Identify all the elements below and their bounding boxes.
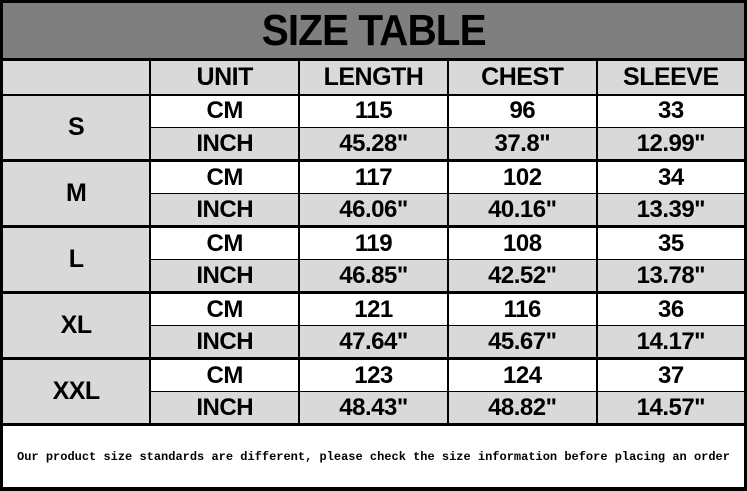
- value-l-cm-length: 119: [298, 225, 449, 260]
- value-xxl-inch-sleeve: 14.57": [595, 391, 747, 426]
- unit-label-cm: CM: [149, 291, 301, 326]
- unit-label-inch: INCH: [149, 127, 301, 162]
- value-xl-inch-length: 47.64": [298, 325, 449, 360]
- value-s-inch-length: 45.28": [298, 127, 449, 162]
- value-m-cm-length: 117: [298, 159, 449, 194]
- size-label-m: M: [0, 159, 152, 228]
- column-header-length: LENGTH: [298, 58, 449, 96]
- row-l-inch: INCH 46.85" 42.52" 13.78": [2, 259, 747, 294]
- value-m-inch-sleeve: 13.39": [595, 193, 747, 228]
- row-xl-cm: XL CM 121 116 36: [0, 291, 747, 360]
- size-table-body: S CM 115 96 33 INCH 45.28" 37.8" 12.99" M CM 117 102…: [0, 93, 747, 426]
- value-xxl-cm-sleeve: 37: [595, 357, 747, 392]
- size-label-s: S: [0, 93, 152, 162]
- column-header-unit: UNIT: [149, 58, 301, 96]
- value-xl-cm-length: 121: [298, 291, 449, 326]
- page-title: SIZE TABLE: [261, 5, 487, 55]
- unit-label-cm: CM: [149, 357, 301, 392]
- value-s-inch-sleeve: 12.99": [595, 127, 747, 162]
- size-label-l: L: [0, 225, 152, 294]
- value-xxl-cm-length: 123: [298, 357, 449, 392]
- footer-note: Our product size standards are different…: [0, 426, 747, 491]
- value-xl-cm-chest: 116: [446, 291, 598, 326]
- value-s-cm-length: 115: [298, 93, 449, 128]
- value-l-cm-chest: 108: [446, 225, 598, 260]
- value-xl-cm-sleeve: 36: [595, 291, 747, 326]
- value-l-inch-sleeve: 13.78": [595, 259, 747, 294]
- unit-label-inch: INCH: [149, 259, 301, 294]
- column-header-sleeve: SLEEVE: [595, 58, 747, 96]
- value-xxl-inch-chest: 48.82": [446, 391, 598, 426]
- value-s-cm-chest: 96: [446, 93, 598, 128]
- column-header-chest: CHEST: [446, 58, 598, 96]
- unit-label-cm: CM: [149, 93, 301, 128]
- diagonal-corner-cell: [0, 58, 152, 96]
- value-m-cm-sleeve: 34: [595, 159, 747, 194]
- value-l-inch-chest: 42.52": [446, 259, 598, 294]
- row-xxl-inch: INCH 48.43" 48.82" 14.57": [2, 391, 747, 426]
- value-xl-inch-sleeve: 14.17": [595, 325, 747, 360]
- row-xl-inch: INCH 47.64" 45.67" 14.17": [2, 325, 747, 360]
- unit-label-cm: CM: [149, 159, 301, 194]
- size-table: UNIT LENGTH CHEST SLEEVE S CM 115 96 33 INCH 4…: [0, 58, 747, 426]
- row-l-cm: L CM 119 108 35: [0, 225, 747, 294]
- row-xxl-cm: XXL CM 123 124 37: [0, 357, 747, 426]
- unit-label-cm: CM: [149, 225, 301, 260]
- value-s-cm-sleeve: 33: [595, 93, 747, 128]
- unit-label-inch: INCH: [149, 325, 301, 360]
- value-xl-inch-chest: 45.67": [446, 325, 598, 360]
- size-label-xxl: XXL: [0, 357, 152, 426]
- unit-label-inch: INCH: [149, 391, 301, 426]
- value-l-inch-length: 46.85": [298, 259, 449, 294]
- value-m-inch-length: 46.06": [298, 193, 449, 228]
- value-xxl-inch-length: 48.43": [298, 391, 449, 426]
- unit-label-inch: INCH: [149, 193, 301, 228]
- header-row: UNIT LENGTH CHEST SLEEVE: [0, 58, 747, 96]
- value-l-cm-sleeve: 35: [595, 225, 747, 260]
- row-m-inch: INCH 46.06" 40.16" 13.39": [2, 193, 747, 228]
- row-s-cm: S CM 115 96 33: [0, 93, 747, 162]
- size-label-xl: XL: [0, 291, 152, 360]
- footer-note-text: Our product size standards are different…: [17, 449, 730, 464]
- value-m-inch-chest: 40.16": [446, 193, 598, 228]
- value-m-cm-chest: 102: [446, 159, 598, 194]
- row-s-inch: INCH 45.28" 37.8" 12.99": [2, 127, 747, 162]
- value-xxl-cm-chest: 124: [446, 357, 598, 392]
- title-bar: SIZE TABLE: [0, 0, 747, 58]
- value-s-inch-chest: 37.8": [446, 127, 598, 162]
- row-m-cm: M CM 117 102 34: [0, 159, 747, 228]
